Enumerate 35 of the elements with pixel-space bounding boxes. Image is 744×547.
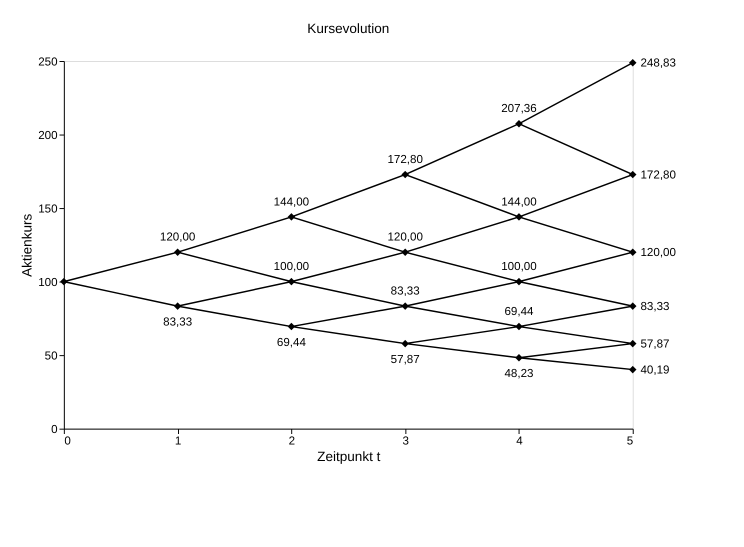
chart-title: Kursevolution — [307, 20, 390, 36]
data-label: 144,00 — [274, 195, 310, 208]
data-label: 248,83 — [640, 56, 676, 70]
x-tick-label: 4 — [516, 434, 524, 448]
data-label: 83,33 — [163, 315, 192, 328]
x-tick-label: 3 — [402, 434, 409, 448]
y-tick-label: 100 — [38, 276, 58, 289]
data-label: 57,87 — [640, 337, 670, 350]
x-tick-label: 0 — [64, 434, 71, 448]
y-tick-label: 0 — [51, 423, 58, 436]
y-axis-title: Aktienkurs — [19, 214, 34, 277]
data-label: 120,00 — [640, 246, 676, 260]
data-label: 83,33 — [640, 300, 670, 314]
x-tick-label: 2 — [288, 434, 296, 448]
data-label: 57,87 — [390, 352, 420, 366]
x-tick-label: 1 — [174, 434, 182, 448]
y-tick-label: 50 — [44, 350, 58, 362]
data-label: 69,44 — [276, 336, 306, 349]
data-label: 48,23 — [504, 367, 534, 380]
data-label: 172,80 — [387, 152, 423, 166]
data-label: 144,00 — [501, 195, 537, 208]
data-label: 83,33 — [390, 284, 420, 298]
y-tick-label: 150 — [38, 202, 58, 216]
y-tick-label: 250 — [38, 55, 58, 68]
x-tick-label: 5 — [626, 434, 634, 448]
data-label: 172,80 — [640, 168, 676, 182]
data-label: 69,44 — [504, 304, 534, 318]
data-label: 100,00 — [501, 260, 537, 274]
x-axis-title: Zeitpunkt t — [317, 449, 381, 464]
data-label: 120,00 — [160, 230, 196, 244]
data-label: 40,19 — [640, 363, 670, 376]
y-tick-label: 200 — [38, 128, 58, 142]
data-label: 207,36 — [501, 102, 537, 116]
data-label: 120,00 — [387, 230, 423, 244]
data-label: 100,00 — [274, 260, 310, 274]
